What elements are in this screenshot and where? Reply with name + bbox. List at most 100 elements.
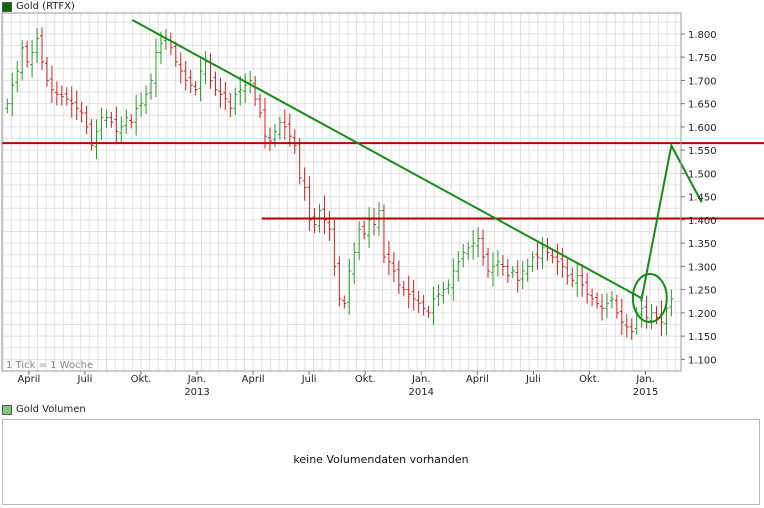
x-tick-label: April: [242, 374, 265, 385]
y-tick-label: 1.150: [688, 332, 717, 343]
ohlc-bar: [381, 204, 386, 264]
volume-legend-label: Gold Volumen: [16, 404, 86, 415]
y-tick-label: 1.350: [688, 239, 717, 250]
ohlc-bar: [30, 39, 35, 78]
ohlc-bar: [104, 109, 109, 129]
ohlc-bar: [282, 109, 287, 140]
ohlc-bar: [10, 72, 15, 116]
price-legend: Gold (RTFX): [2, 1, 75, 12]
x-tick-label: Juli: [525, 374, 541, 385]
ohlc-bar: [168, 32, 173, 56]
ohlc-bar: [461, 244, 466, 268]
ohlc-bar: [624, 314, 629, 338]
ohlc-bar: [144, 85, 149, 114]
ohlc-bar: [188, 69, 193, 93]
ohlc-bar: [124, 109, 129, 134]
ohlc-bar: [15, 61, 20, 93]
ohlc-bar: [530, 251, 535, 272]
ohlc-bar: [69, 86, 74, 118]
ohlc-bar: [490, 252, 495, 287]
ohlc-bar: [277, 116, 282, 140]
ohlc-bar: [54, 81, 59, 106]
volume-legend-swatch: [2, 404, 12, 415]
ohlc-bar: [134, 94, 139, 136]
ohlc-bar: [64, 87, 69, 106]
ohlc-bar: [149, 73, 154, 100]
ohlc-bar: [84, 105, 89, 135]
y-tick-label: 1.400: [688, 216, 717, 227]
y-tick-label: 1.500: [688, 169, 717, 180]
ohlc-bar: [223, 81, 228, 111]
ohlc-bar: [649, 303, 654, 330]
ohlc-bars: [5, 27, 674, 340]
breakout-circle: [631, 273, 668, 324]
ohlc-bar: [173, 41, 178, 67]
ohlc-bar: [203, 51, 208, 85]
ohlc-bar: [49, 65, 54, 104]
x-tick-label: Okt.: [579, 374, 600, 385]
ohlc-bar: [515, 260, 520, 293]
ohlc-bar: [456, 251, 461, 282]
x-year-label: 2013: [184, 387, 209, 398]
ohlc-bar: [193, 80, 198, 96]
ohlc-bar: [446, 279, 451, 294]
ohlc-bar: [218, 77, 223, 108]
ohlc-bar: [451, 258, 456, 301]
ohlc-bar: [94, 119, 99, 160]
ohlc-bar: [213, 71, 218, 96]
ohlc-bar: [352, 242, 357, 284]
ohlc-bar: [416, 290, 421, 314]
ohlc-bar: [431, 286, 436, 326]
y-tick-label: 1.600: [688, 123, 717, 134]
ohlc-bar: [109, 112, 114, 128]
ohlc-bar: [362, 220, 367, 240]
projection-arrow: [640, 142, 703, 302]
ohlc-bar: [595, 292, 600, 309]
ohlc-bar: [486, 247, 491, 278]
ohlc-bar: [669, 289, 674, 317]
ohlc-bar: [535, 241, 540, 270]
x-year-label: 2015: [633, 387, 658, 398]
ohlc-bar: [292, 129, 297, 154]
x-tick-label: Jan.: [635, 374, 655, 385]
ohlc-bar: [153, 38, 158, 98]
ohlc-bar: [604, 293, 609, 319]
ohlc-bar: [267, 127, 272, 151]
ohlc-bar: [580, 263, 585, 297]
ohlc-bar: [302, 167, 307, 201]
ohlc-bar: [500, 255, 505, 276]
ohlc-bar: [609, 291, 614, 309]
y-tick-label: 1.800: [688, 30, 717, 41]
ohlc-bar: [575, 261, 580, 298]
ohlc-bar: [287, 113, 292, 147]
ohlc-bar: [183, 61, 188, 91]
ohlc-bar: [466, 241, 471, 260]
ohlc-bar: [391, 251, 396, 283]
ohlc-bar: [25, 40, 30, 68]
ohlc-bar: [40, 27, 45, 71]
ohlc-bar: [322, 195, 327, 234]
ohlc-bar: [228, 92, 233, 118]
ohlc-bar: [481, 229, 486, 267]
ohlc-bar: [158, 31, 163, 65]
y-tick-label: 1.550: [688, 146, 717, 157]
ohlc-bar: [357, 221, 362, 261]
ohlc-bar: [79, 101, 84, 123]
ohlc-bar: [520, 260, 525, 289]
x-tick-label: Juli: [301, 374, 317, 385]
ohlc-bar: [337, 256, 342, 307]
y-tick-label: 1.300: [688, 262, 717, 273]
y-axis-ticks: 1.100 1.150 1.200 1.250 1.300 1.350 1.400 1.450…: [681, 30, 717, 366]
ohlc-bar: [307, 176, 312, 232]
y-tick-label: 1.250: [688, 286, 717, 297]
plot-frame: [1, 12, 682, 372]
ohlc-bar: [129, 114, 134, 129]
ohlc-bar: [208, 53, 213, 89]
ohlc-bar: [119, 116, 124, 144]
ohlc-bar: [342, 295, 347, 309]
x-axis-ticks: April Juli Okt. Jan. April Juli Okt. Jan. April J…: [17, 371, 658, 398]
ohlc-bar: [297, 137, 302, 185]
trend-annotations: [131, 19, 703, 324]
ohlc-bar: [590, 288, 595, 307]
ohlc-bar: [248, 70, 253, 94]
